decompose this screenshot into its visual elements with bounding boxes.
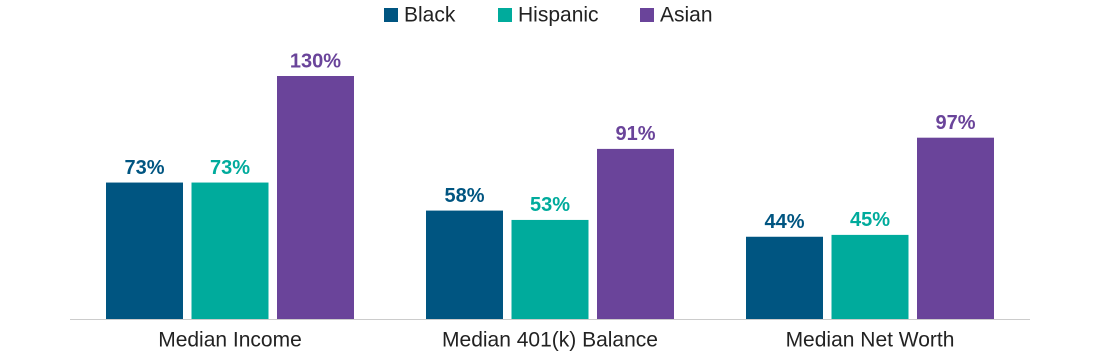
value-label: 45% [850, 209, 890, 231]
bar [426, 210, 503, 319]
bar [597, 148, 674, 319]
legend-label: Hispanic [518, 4, 599, 27]
value-label: 97% [935, 112, 975, 134]
bar [746, 236, 823, 319]
x-tick-label: Median Income [158, 329, 302, 352]
legend-swatch [640, 8, 654, 22]
bar [917, 137, 994, 319]
value-label: 91% [615, 123, 655, 145]
value-label: 53% [530, 194, 570, 216]
bar [511, 219, 589, 319]
value-label: 73% [210, 157, 250, 179]
value-label: 58% [444, 185, 484, 207]
legend-swatch [498, 8, 512, 22]
bar [831, 234, 909, 319]
x-tick-label: Median 401(k) Balance [442, 329, 658, 352]
value-label: 44% [764, 211, 804, 233]
value-label: 130% [290, 50, 341, 72]
legend-swatch [384, 8, 398, 22]
legend-label: Asian [660, 4, 713, 27]
bar [191, 182, 269, 319]
bar [106, 182, 183, 319]
legend-label: Black [404, 4, 456, 27]
bar [277, 76, 354, 319]
value-label: 73% [124, 157, 164, 179]
x-tick-label: Median Net Worth [786, 329, 955, 352]
